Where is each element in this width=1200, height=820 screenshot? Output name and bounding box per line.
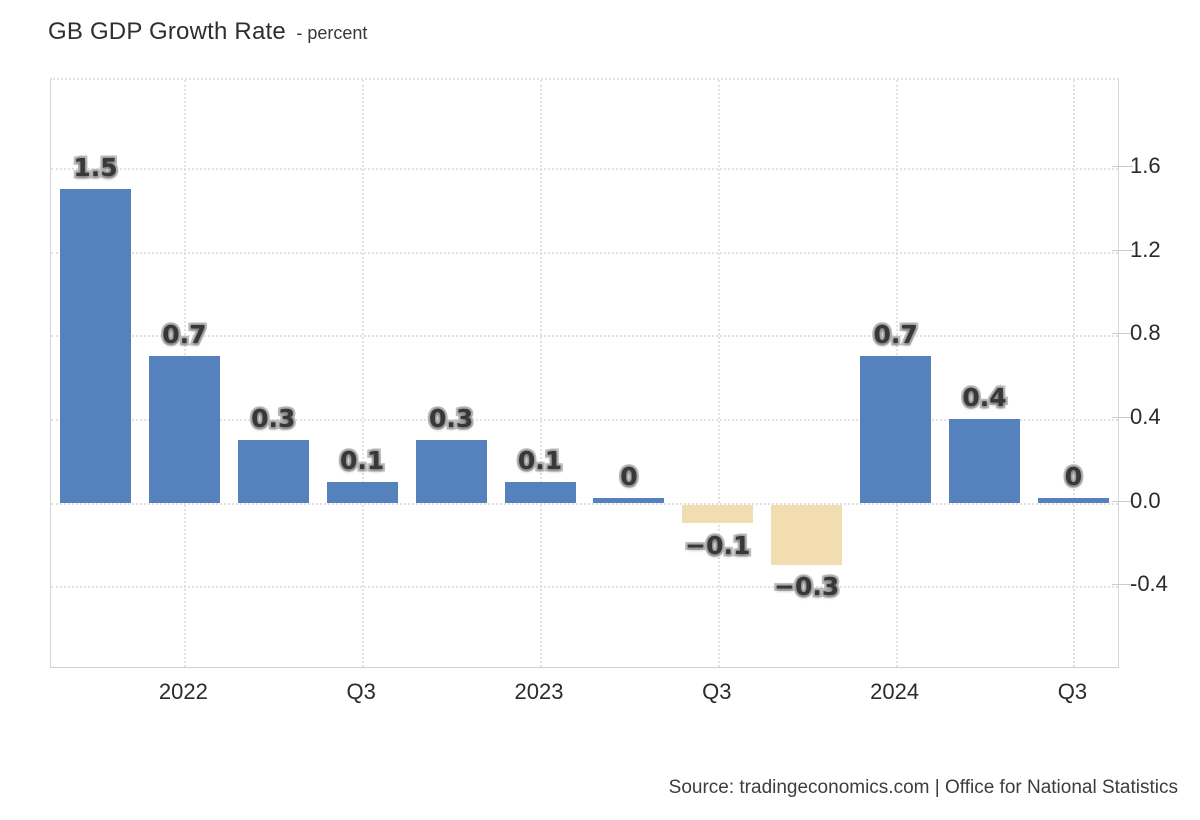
y-axis-label: 0.0 <box>1130 487 1161 513</box>
x-axis-label: Q3 <box>1057 679 1088 704</box>
bar[interactable] <box>1037 497 1109 503</box>
h-gridline <box>51 335 1118 338</box>
bar[interactable] <box>949 418 1020 503</box>
chart-title: GB GDP Growth Rate <box>48 18 286 45</box>
chart-header: GB GDP Growth Rate - percent <box>48 18 367 46</box>
bar[interactable] <box>593 497 665 503</box>
bar[interactable] <box>148 356 220 503</box>
y-axis-tick <box>1112 333 1133 335</box>
bar[interactable] <box>326 481 398 503</box>
y-axis-label: 0.4 <box>1130 403 1161 429</box>
bar[interactable] <box>60 188 131 503</box>
y-axis-label: 1.2 <box>1130 236 1161 262</box>
x-axis-label: 2022 <box>158 679 208 704</box>
bar[interactable] <box>682 504 754 524</box>
v-gridline <box>540 80 542 667</box>
y-axis-tick <box>1112 249 1133 251</box>
y-axis-label: 0.8 <box>1130 320 1161 346</box>
chart-unit-label: - percent <box>296 23 368 43</box>
v-gridline <box>362 80 365 667</box>
h-gridline <box>51 502 1118 505</box>
x-axis-label: Q3 <box>702 679 732 704</box>
h-gridline <box>51 586 1118 589</box>
x-axis-label: 2023 <box>514 679 564 704</box>
h-gridline <box>51 167 1118 170</box>
bar[interactable] <box>415 439 487 503</box>
h-gridline <box>51 418 1118 421</box>
bar[interactable] <box>504 481 576 503</box>
y-axis-tick <box>1112 165 1133 167</box>
bar[interactable] <box>237 439 309 503</box>
v-gridline <box>1073 80 1076 667</box>
y-axis-tick <box>1112 416 1133 418</box>
y-axis-label: -0.4 <box>1130 571 1168 597</box>
v-gridline <box>717 80 720 667</box>
y-axis-tick <box>1112 584 1133 586</box>
bar[interactable] <box>771 504 843 566</box>
x-axis-label: Q3 <box>346 679 376 704</box>
y-axis-label: 1.6 <box>1130 152 1161 178</box>
source-attribution: Source: tradingeconomics.com | Office fo… <box>668 777 1178 798</box>
y-axis-tick <box>1112 500 1133 502</box>
bar[interactable] <box>860 356 932 503</box>
h-gridline <box>51 251 1118 254</box>
x-axis-label: 2024 <box>870 679 920 704</box>
plot-area: 1.5 0.7 0.3 0.1 0.3 0.1 0 −0.1 −0.3 0.7 0.4 0 <box>50 78 1119 668</box>
